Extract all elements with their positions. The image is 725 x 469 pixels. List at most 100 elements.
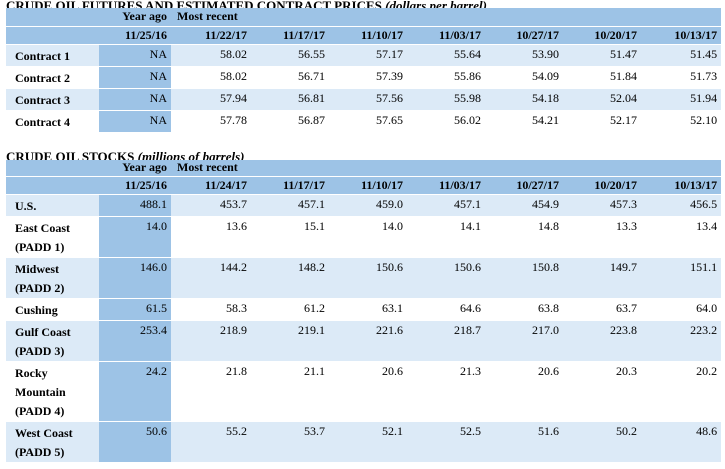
stocks-cell: 21.3	[407, 361, 485, 422]
futures-cell: 55.98	[407, 88, 485, 111]
stocks-cell: 52.5	[407, 421, 485, 463]
stocks-cell: 218.9	[171, 320, 251, 362]
stocks-cell: 63.8	[485, 298, 563, 321]
futures-cell: 51.47	[563, 44, 641, 67]
futures-cell: 56.71	[251, 66, 329, 89]
stocks-cell: 219.1	[251, 320, 329, 362]
stocks-cell: 223.2	[641, 320, 722, 362]
stocks-cell: 21.8	[171, 361, 251, 422]
futures-row: Contract 4 NA 57.78 56.87 57.65 56.02 54.21 52.…	[6, 110, 722, 133]
futures-row-label: Contract 2	[6, 66, 99, 89]
stocks-cell: 14.0	[99, 216, 171, 258]
futures-cell: 58.02	[171, 66, 251, 89]
futures-date-3: 11/10/17	[329, 26, 407, 45]
stocks-cell: 150.8	[485, 257, 563, 299]
futures-row: Contract 2 NA 58.02 56.71 57.39 55.86 54.09 51.…	[6, 66, 722, 89]
stocks-cell: 144.2	[171, 257, 251, 299]
stocks-cell: 51.6	[485, 421, 563, 463]
stocks-row: Midwest (PADD 2) 146.0 144.2 148.2 150.6 150.…	[6, 257, 722, 299]
stocks-cell: 61.2	[251, 298, 329, 321]
stocks-cell: 457.1	[251, 194, 329, 217]
futures-most-recent-label: Most recent	[171, 8, 722, 27]
stocks-cell: 48.6	[641, 421, 722, 463]
stocks-row-label: West Coast (PADD 5)	[6, 421, 99, 463]
stocks-cell: 61.5	[99, 298, 171, 321]
stocks-date-0: 11/25/16	[99, 176, 171, 195]
futures-cell: NA	[99, 88, 171, 111]
futures-cell: 53.90	[485, 44, 563, 67]
futures-cell: NA	[99, 44, 171, 67]
stocks-cell: 148.2	[251, 257, 329, 299]
stocks-cell: 50.2	[563, 421, 641, 463]
stocks-row: Gulf Coast (PADD 3) 253.4 218.9 219.1 221.6 2…	[6, 320, 722, 362]
futures-cell: 57.78	[171, 110, 251, 133]
futures-cell: 56.81	[251, 88, 329, 111]
futures-cell: 57.65	[329, 110, 407, 133]
stocks-cell: 52.1	[329, 421, 407, 463]
stocks-row-label: Cushing	[6, 298, 99, 321]
stocks-row-label: Midwest (PADD 2)	[6, 257, 99, 299]
stocks-cell: 14.1	[407, 216, 485, 258]
futures-cell: 51.45	[641, 44, 722, 67]
futures-cell: 54.18	[485, 88, 563, 111]
stocks-cell: 14.0	[329, 216, 407, 258]
futures-date-6: 10/20/17	[563, 26, 641, 45]
stocks-cell: 218.7	[407, 320, 485, 362]
futures-date-1: 11/22/17	[171, 26, 251, 45]
stocks-cell: 146.0	[99, 257, 171, 299]
stocks-most-recent-label: Most recent	[171, 160, 722, 177]
futures-cell: 52.04	[563, 88, 641, 111]
futures-cell: 54.21	[485, 110, 563, 133]
stocks-date-4: 11/03/17	[407, 176, 485, 195]
futures-cell: 55.64	[407, 44, 485, 67]
stocks-cell: 14.8	[485, 216, 563, 258]
stocks-cell: 221.6	[329, 320, 407, 362]
stocks-cell: 21.1	[251, 361, 329, 422]
stocks-cell: 454.9	[485, 194, 563, 217]
futures-cell: 57.39	[329, 66, 407, 89]
stocks-cell: 457.1	[407, 194, 485, 217]
stocks-cell: 64.0	[641, 298, 722, 321]
stocks-row: Rocky Mountain (PADD 4) 24.2 21.8 21.1 20.6 2…	[6, 361, 722, 422]
futures-cell: 56.87	[251, 110, 329, 133]
stocks-header-group-row: Year ago Most recent	[6, 160, 722, 177]
stocks-date-7: 10/13/17	[641, 176, 722, 195]
futures-cell: NA	[99, 110, 171, 133]
stocks-cell: 20.6	[329, 361, 407, 422]
stocks-row-label: U.S.	[6, 194, 99, 217]
stocks-cell: 223.8	[563, 320, 641, 362]
futures-cell: 55.86	[407, 66, 485, 89]
stocks-date-6: 10/20/17	[563, 176, 641, 195]
stocks-row-label: Rocky Mountain (PADD 4)	[6, 361, 99, 422]
stocks-cell: 149.7	[563, 257, 641, 299]
stocks-row: Cushing 61.5 58.3 61.2 63.1 64.6 63.8 63.7 64.0	[6, 298, 722, 321]
stocks-cell: 217.0	[485, 320, 563, 362]
futures-date-5: 10/27/17	[485, 26, 563, 45]
stocks-row: U.S. 488.1 453.7 457.1 459.0 457.1 454.9 457.3 4…	[6, 194, 722, 217]
stocks-cell: 457.3	[563, 194, 641, 217]
futures-cell: 57.17	[329, 44, 407, 67]
stocks-date-2: 11/17/17	[251, 176, 329, 195]
futures-cell: 56.55	[251, 44, 329, 67]
stocks-table: Year ago Most recent 11/25/16 11/24/17 1…	[6, 160, 722, 463]
stocks-cell: 55.2	[171, 421, 251, 463]
stocks-cell: 13.3	[563, 216, 641, 258]
futures-row-label: Contract 1	[6, 44, 99, 67]
stocks-cell: 63.1	[329, 298, 407, 321]
stocks-cell: 24.2	[99, 361, 171, 422]
stocks-cell: 20.3	[563, 361, 641, 422]
stocks-row: West Coast (PADD 5) 50.6 55.2 53.7 52.1 52.5 5…	[6, 421, 722, 463]
futures-table: Year ago Most recent 11/25/16 11/22/17 1…	[6, 8, 722, 133]
stocks-cell: 488.1	[99, 194, 171, 217]
futures-year-ago-label: Year ago	[99, 8, 171, 27]
futures-cell: 54.09	[485, 66, 563, 89]
stocks-date-5: 10/27/17	[485, 176, 563, 195]
futures-cell: 56.02	[407, 110, 485, 133]
futures-cell: NA	[99, 66, 171, 89]
stocks-row-label: East Coast (PADD 1)	[6, 216, 99, 258]
stocks-cell: 150.6	[329, 257, 407, 299]
stocks-cell: 20.6	[485, 361, 563, 422]
futures-cell: 51.73	[641, 66, 722, 89]
stocks-cell: 13.6	[171, 216, 251, 258]
stocks-cell: 453.7	[171, 194, 251, 217]
